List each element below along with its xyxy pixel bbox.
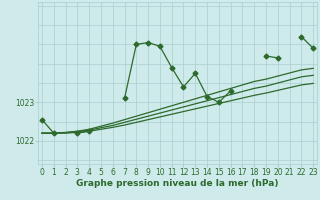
X-axis label: Graphe pression niveau de la mer (hPa): Graphe pression niveau de la mer (hPa) <box>76 179 279 188</box>
